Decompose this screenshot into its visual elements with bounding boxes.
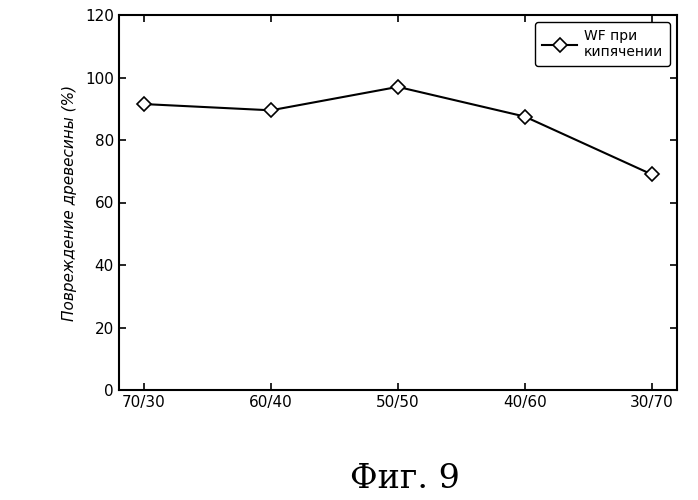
Y-axis label: Повреждение древесины (%): Повреждение древесины (%) <box>61 84 77 320</box>
Legend: WF при
кипячении: WF при кипячении <box>535 22 670 66</box>
WF при
кипячении <box>394 84 402 90</box>
WF при
кипячении <box>648 172 656 177</box>
WF при
кипячении <box>521 114 529 119</box>
WF при
кипячении <box>140 101 148 107</box>
WF при
кипячении <box>267 108 275 114</box>
Line: WF при
кипячении: WF при кипячении <box>139 82 657 179</box>
Text: Фиг. 9: Фиг. 9 <box>350 463 460 495</box>
